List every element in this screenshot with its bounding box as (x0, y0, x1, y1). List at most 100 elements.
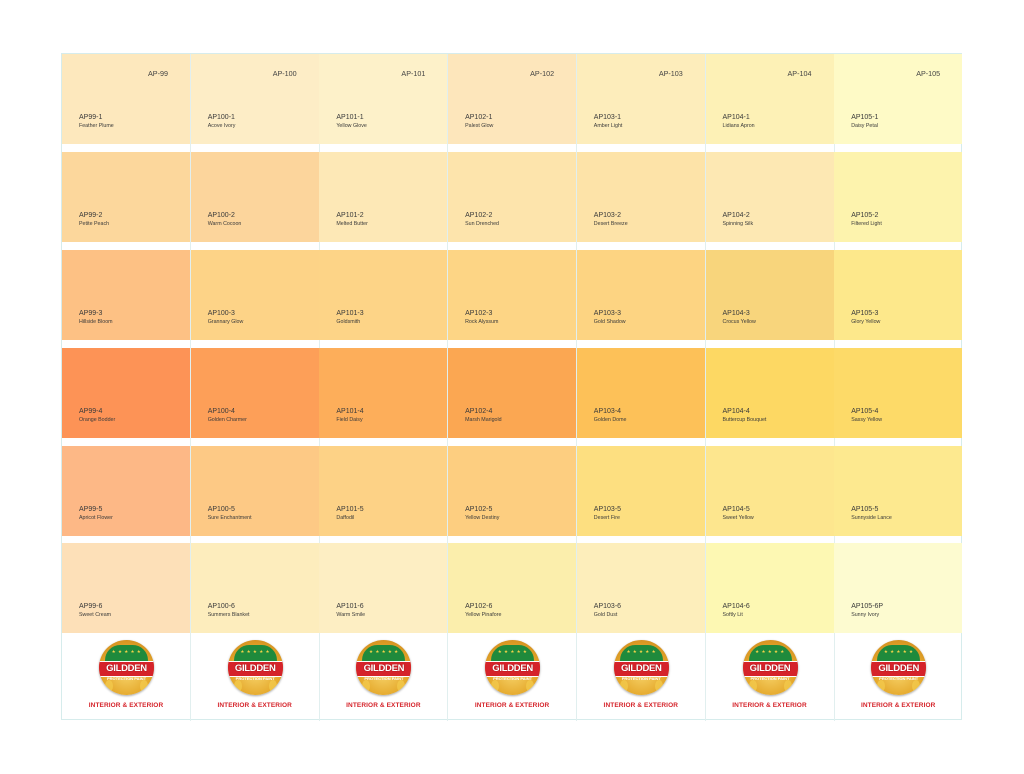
swatch-code: AP100-3 (207, 310, 235, 317)
stars-icon: ★ ★ ★ ★ ★ (883, 649, 914, 654)
color-swatch[interactable]: AP102-2 Sun Drenched (448, 152, 577, 242)
swatch-name: Sassy Yellow (851, 417, 883, 423)
wheat-icon (619, 680, 628, 692)
color-swatch[interactable]: AP105-3 Glory Yellow (834, 250, 963, 340)
wheat-icon (654, 680, 663, 692)
swatch-code: AP102-5 (465, 506, 493, 513)
logo-crest: ★ ★ ★ ★ ★ (105, 645, 148, 663)
swatch-code: AP103-5 (593, 506, 622, 513)
color-swatch[interactable]: AP102-4 Marsh Marigold (448, 348, 577, 438)
logo-crest: ★ ★ ★ ★ ★ (748, 645, 792, 663)
swatch-code: AP103-3 (593, 310, 622, 317)
color-swatch[interactable]: AP100-3 Grannary Glow (190, 250, 319, 340)
color-swatch[interactable]: AP105-4 Sassy Yellow (834, 348, 963, 438)
wheat-icon (362, 680, 371, 692)
swatch-code: AP99-2 (79, 212, 103, 219)
brand-name: GILDDEN (749, 663, 791, 674)
color-swatch[interactable]: AP101-6 Warm Smile (319, 543, 448, 633)
color-swatch[interactable]: AP100-4 Golden Charmer (190, 348, 319, 438)
swatch-name: Amber Light (593, 123, 623, 129)
color-swatch[interactable]: AP104-4 Buttercup Bouquet (705, 348, 834, 438)
color-swatch[interactable]: AP105-5 Sunnyside Lance (834, 446, 963, 536)
color-swatch[interactable]: AP101-2 Melted Butter (319, 152, 448, 242)
swatch-code: AP100-4 (207, 408, 235, 415)
brand-subtitle: PROTECTION PAINT (879, 676, 919, 681)
column-code: AP-100 (272, 69, 297, 78)
logo-band: GILDDEN (99, 661, 154, 677)
wheat-icon (877, 680, 886, 692)
brand-subtitle: PROTECTION PAINT (106, 676, 147, 681)
swatch-code: AP102-6 (465, 603, 493, 610)
swatch-name: Field Daisy (336, 417, 363, 423)
color-swatch[interactable]: AP104-3 Crocus Yellow (705, 250, 834, 340)
stars-icon: ★ ★ ★ ★ ★ (497, 649, 528, 654)
swatch-code: AP104-2 (722, 212, 750, 219)
color-swatch[interactable]: AP99-6 Sweet Cream (62, 543, 190, 633)
swatch-code: AP101-5 (336, 506, 364, 513)
brand-block: ★ ★ ★ ★ ★ GILDDEN PROTECTION PAINT INTERIOR… (834, 632, 962, 721)
swatch-name: Sweet Yellow (722, 515, 754, 521)
logo-crest: ★ ★ ★ ★ ★ (619, 645, 663, 663)
swatch-name: Feather Plume (79, 123, 114, 129)
stars-icon: ★ ★ ★ ★ ★ (626, 649, 657, 654)
swatch-name: Gold Shadow (593, 319, 626, 325)
color-swatch[interactable]: AP103-2 Desert Breeze (576, 152, 705, 242)
color-swatch[interactable]: AP101-4 Field Daisy (319, 348, 448, 438)
swatch-name: Summers Blanket (207, 612, 250, 618)
color-swatch[interactable]: AP104-6 Softly Lit (705, 543, 834, 633)
color-swatch[interactable]: AP101-5 Daffodil (319, 446, 448, 536)
color-swatch[interactable]: AP103-6 Gold Dust (576, 543, 705, 633)
color-swatch[interactable]: AP-102 AP102-1 Palest Glow (448, 54, 577, 144)
brand-tagline: INTERIOR & EXTERIOR (603, 702, 679, 709)
color-column: AP-99 AP99-1 Feather Plume AP99-2 Petite Pea… (62, 54, 191, 721)
color-swatch[interactable]: AP100-2 Warm Cocoon (190, 152, 319, 242)
color-swatch[interactable]: AP-103 AP103-1 Amber Light (576, 54, 705, 144)
color-swatch[interactable]: AP102-3 Rock Alyssum (448, 250, 577, 340)
color-swatch[interactable]: AP103-5 Desert Fire (576, 446, 705, 536)
brand-name: GILDDEN (878, 663, 920, 674)
brand-logo: ★ ★ ★ ★ ★ GILDDEN PROTECTION PAINT (871, 640, 927, 695)
column-code: AP-99 (148, 69, 168, 78)
color-swatch[interactable]: AP99-3 Hillside Bloom (62, 250, 190, 340)
color-swatch[interactable]: AP103-4 Golden Dome (576, 348, 705, 438)
swatch-code: AP99-6 (79, 603, 103, 610)
color-swatch[interactable]: AP100-6 Summers Blanket (190, 543, 319, 633)
brand-tagline: INTERIOR & EXTERIOR (860, 702, 936, 709)
color-swatch[interactable]: AP99-5 Apricot Flower (62, 446, 190, 536)
color-swatch[interactable]: AP-100 AP100-1 Acove Ivory (190, 54, 319, 144)
color-swatch[interactable]: AP100-5 Sure Enchantment (190, 446, 319, 536)
color-swatch[interactable]: AP105-2 Filtered Light (834, 152, 963, 242)
color-swatch[interactable]: AP-101 AP101-1 Yellow Glove (319, 54, 448, 144)
color-swatch[interactable]: AP104-2 Spinning Silk (705, 152, 834, 242)
swatch-name: Melted Butter (336, 221, 368, 227)
column-code: AP-103 (658, 69, 683, 78)
color-swatch[interactable]: AP102-5 Yellow Destiny (448, 446, 577, 536)
color-swatch[interactable]: AP99-4 Orange Bodder (62, 348, 190, 438)
color-swatch[interactable]: AP-104 AP104-1 Lidians Apron (705, 54, 834, 144)
swatch-code: AP99-3 (79, 310, 103, 317)
color-swatch[interactable]: AP104-5 Sweet Yellow (705, 446, 834, 536)
brand-logo: ★ ★ ★ ★ ★ GILDDEN PROTECTION PAINT (99, 640, 154, 695)
color-swatch[interactable]: AP-105 AP105-1 Daisy Petal (834, 54, 963, 144)
swatch-code: AP100-2 (207, 212, 235, 219)
color-swatch[interactable]: AP99-2 Petite Peach (62, 152, 190, 242)
swatch-name: Crocus Yellow (722, 319, 756, 325)
column-code: AP-101 (401, 69, 426, 78)
swatch-code: AP102-2 (465, 212, 493, 219)
brand-tagline: INTERIOR & EXTERIOR (474, 702, 550, 709)
wheat-icon (783, 680, 792, 692)
swatch-name: Softly Lit (722, 612, 743, 618)
swatch-code: AP103-6 (593, 603, 622, 610)
brand-name: GILDDEN (363, 663, 405, 674)
swatch-name: Lidians Apron (722, 123, 755, 129)
color-swatch[interactable]: AP101-3 Goldsmith (319, 250, 448, 340)
swatch-name: Petite Peach (79, 221, 110, 227)
swatch-name: Warm Smile (336, 612, 366, 618)
color-swatch[interactable]: AP102-6 Yellow Pinafore (448, 543, 577, 633)
wheat-icon (748, 680, 757, 692)
swatch-name: Desert Fire (593, 515, 620, 521)
color-swatch[interactable]: AP105-6P Sunny Ivory (834, 543, 963, 633)
color-swatch[interactable]: AP-99 AP99-1 Feather Plume (62, 54, 190, 144)
color-swatch[interactable]: AP103-3 Gold Shadow (576, 250, 705, 340)
swatch-name: Hillside Bloom (79, 319, 113, 325)
